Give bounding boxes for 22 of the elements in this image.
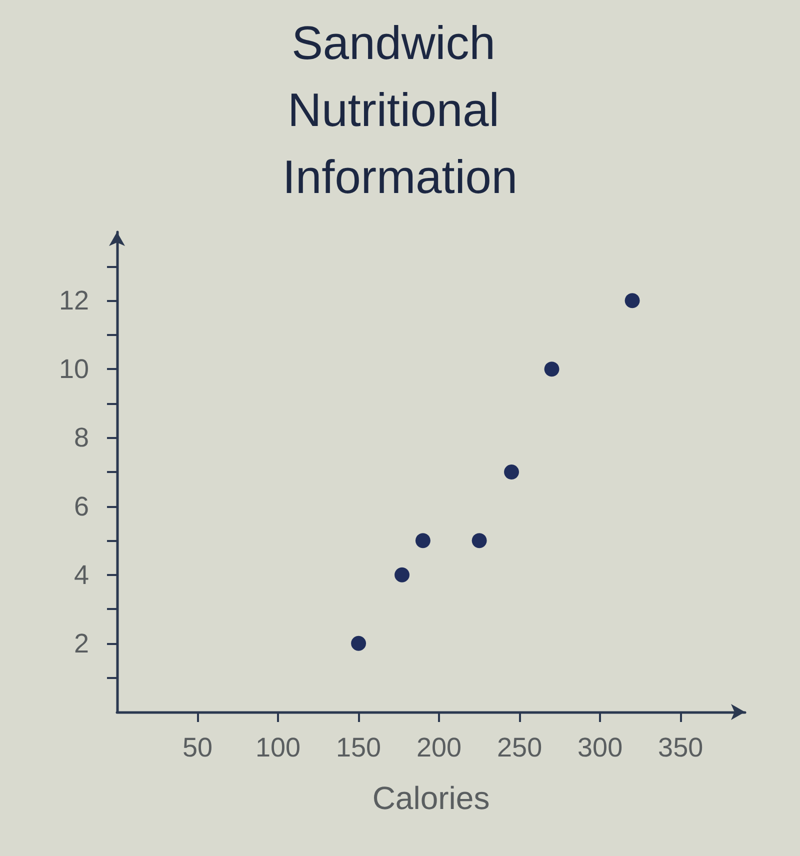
x-tick-label: 50 (182, 732, 213, 762)
y-tick-label: 10 (58, 354, 89, 384)
point (624, 293, 640, 308)
point (472, 533, 487, 548)
y-tick-label: 6 (74, 491, 89, 522)
y-tick-label: 8 (74, 422, 89, 453)
point (415, 533, 430, 548)
x-tick-label: 300 (578, 732, 623, 762)
point (504, 464, 520, 480)
point (351, 636, 366, 651)
y-tick-label: 2 (74, 628, 89, 658)
point (394, 567, 410, 582)
x-tick-label: 350 (658, 732, 704, 762)
point (544, 362, 560, 377)
x-tick-label: 200 (416, 732, 462, 762)
x-axis-title: Calories (372, 780, 490, 816)
chart-title: Sandwich Nutritional Information (282, 16, 518, 203)
x-tick-label: 250 (497, 732, 542, 762)
y-tick-label: 12 (58, 286, 89, 316)
x-tick-label: 100 (255, 732, 301, 762)
x-tick-label: 150 (336, 732, 382, 762)
y-tick-label: 4 (74, 560, 89, 590)
